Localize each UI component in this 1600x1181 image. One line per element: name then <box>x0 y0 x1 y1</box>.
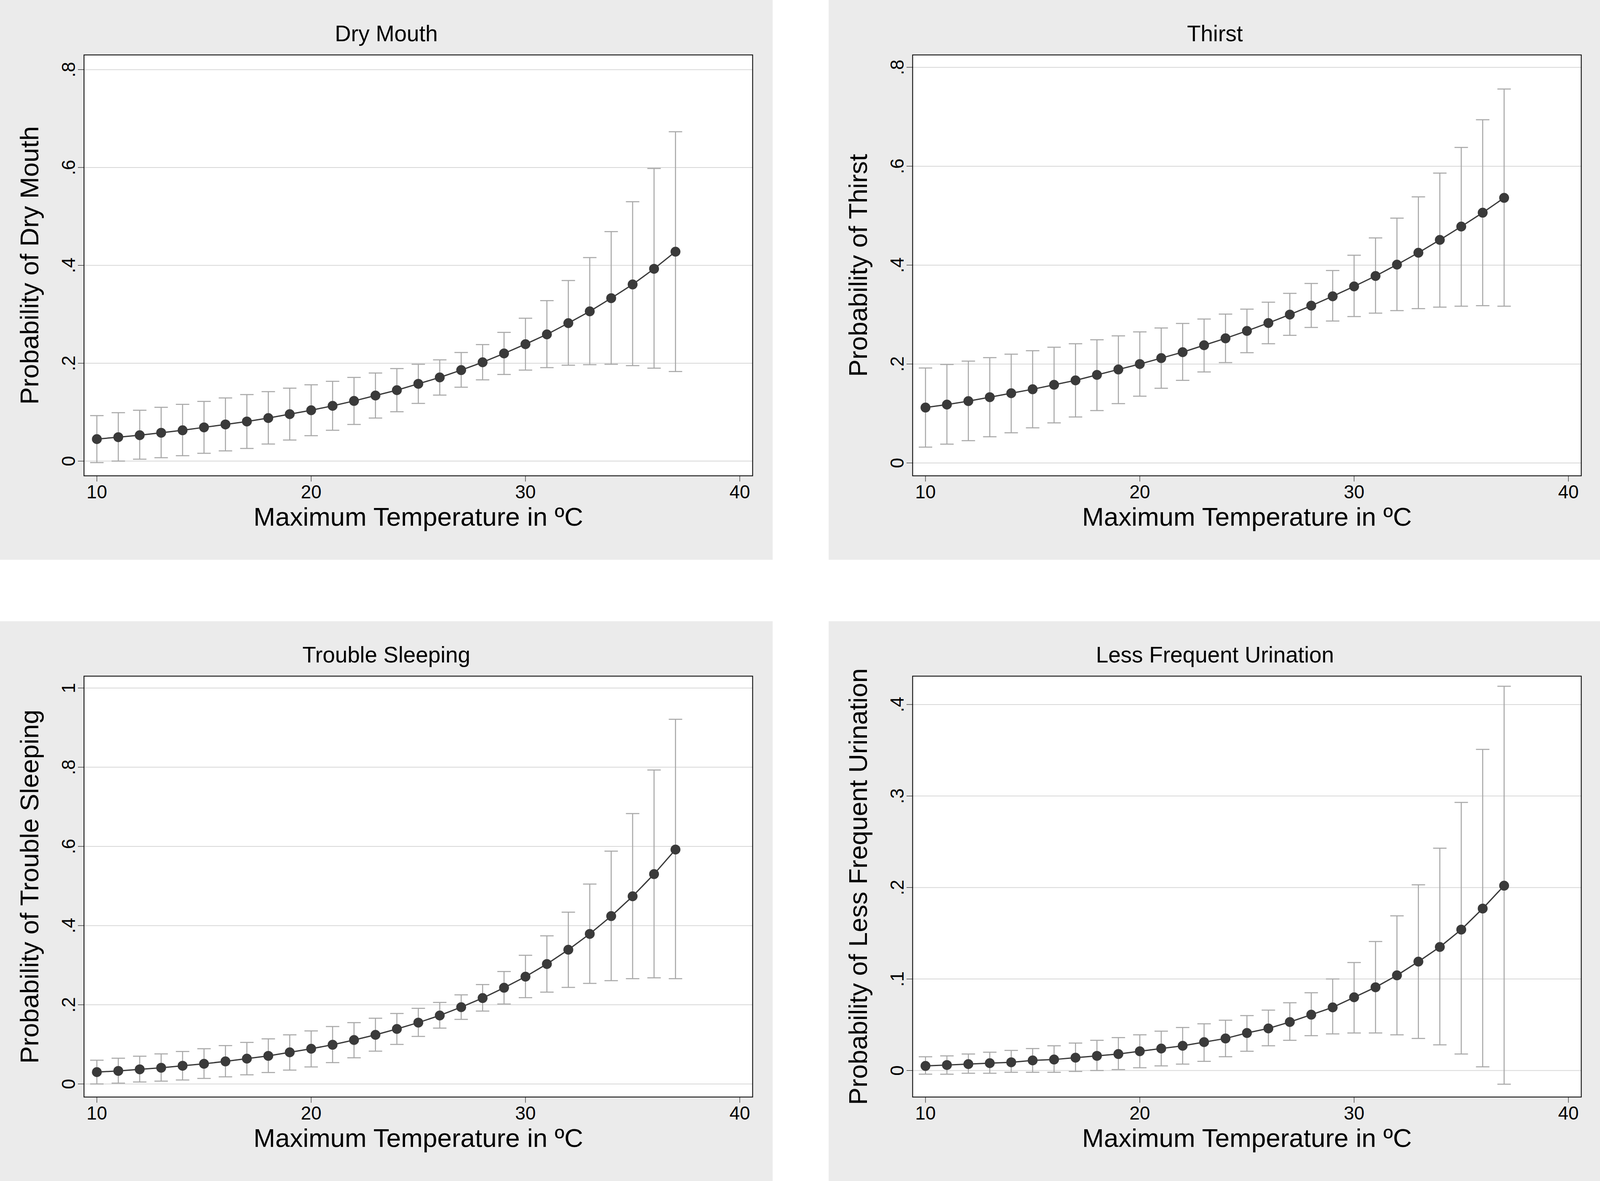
html-text:Dry Mouth: Dry Mouth <box>334 21 438 46</box>
svg-text:Probability of Dry Mouth: Probability of Dry Mouth <box>14 126 44 406</box>
svg-text:.4: .4 <box>58 918 79 934</box>
svg-text:Maximum Temperature in ºC: Maximum Temperature in ºC <box>253 1123 584 1153</box>
svg-text:.1: .1 <box>886 971 908 988</box>
html-text:Less Frequent Urination: Less Frequent Urination <box>1095 642 1335 668</box>
html-text:Thirst: Thirst <box>1187 21 1243 46</box>
html-text:Trouble Sleeping: Trouble Sleeping <box>302 642 471 668</box>
svg-text:Probability of Trouble Sleepin: Probability of Trouble Sleeping <box>14 709 44 1064</box>
svg-text:20: 20 <box>301 1103 322 1124</box>
svg-text:Maximum Temperature in ºC: Maximum Temperature in ºC <box>1082 1123 1412 1153</box>
svg-text:1: 1 <box>58 682 79 694</box>
svg-text:.8: .8 <box>58 61 79 78</box>
svg-text:Probability of Less Frequent U: Probability of Less Frequent Urination <box>843 668 873 1106</box>
svg-text:10: 10 <box>915 481 936 503</box>
svg-text:30: 30 <box>515 481 536 503</box>
svg-text:.6: .6 <box>58 839 79 855</box>
svg-text:.6: .6 <box>886 158 908 175</box>
svg-text:.4: .4 <box>58 257 79 274</box>
svg-text:10: 10 <box>86 1103 108 1124</box>
svg-text:0: 0 <box>886 458 908 469</box>
svg-text:.2: .2 <box>886 356 908 373</box>
svg-text:40: 40 <box>1557 481 1579 503</box>
svg-text:10: 10 <box>915 1103 936 1124</box>
svg-text:.8: .8 <box>58 760 79 776</box>
svg-text:30: 30 <box>1344 1103 1365 1124</box>
svg-text:40: 40 <box>729 1103 750 1124</box>
svg-text:30: 30 <box>515 1103 536 1124</box>
svg-text:.2: .2 <box>58 997 79 1014</box>
svg-text:0: 0 <box>58 1079 79 1090</box>
svg-text:20: 20 <box>1129 1103 1151 1124</box>
svg-text:40: 40 <box>1557 1103 1579 1124</box>
svg-text:0: 0 <box>58 456 79 467</box>
svg-text:.2: .2 <box>886 880 908 896</box>
svg-text:30: 30 <box>1344 481 1365 503</box>
svg-text:.6: .6 <box>58 160 79 176</box>
svg-text:.2: .2 <box>58 355 79 372</box>
svg-text:Maximum Temperature in ºC: Maximum Temperature in ºC <box>253 502 584 532</box>
svg-text:.4: .4 <box>886 257 908 274</box>
svg-text:Maximum Temperature in ºC: Maximum Temperature in ºC <box>1082 502 1412 532</box>
svg-text:Probability of Thirst: Probability of Thirst <box>843 154 873 378</box>
svg-text:.3: .3 <box>886 788 908 805</box>
svg-text:20: 20 <box>301 481 322 503</box>
svg-text:20: 20 <box>1129 481 1151 503</box>
svg-text:.8: .8 <box>886 59 908 76</box>
svg-text:10: 10 <box>86 481 108 503</box>
svg-text:.4: .4 <box>886 697 908 713</box>
svg-text:40: 40 <box>729 481 750 503</box>
svg-text:0: 0 <box>886 1065 908 1076</box>
